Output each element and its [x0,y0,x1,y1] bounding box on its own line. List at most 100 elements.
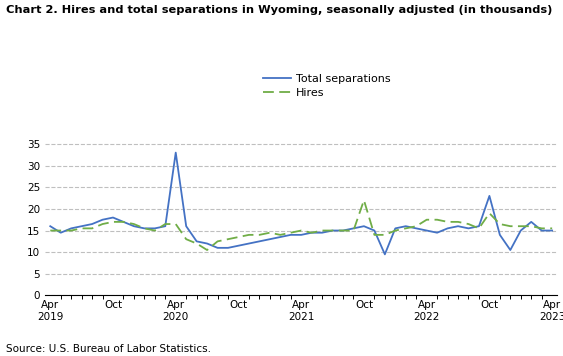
Hires [141,226,148,230]
Hires [131,222,137,226]
Hires [392,229,399,233]
Total separations [423,229,430,233]
Total separations [309,231,315,235]
Total separations [434,231,440,235]
Hires [110,220,117,224]
Hires [162,222,169,226]
Hires [507,224,513,228]
Hires [549,226,556,230]
Hires [517,224,524,228]
Total separations [172,151,179,155]
Line: Hires: Hires [50,200,552,250]
Total separations [214,246,221,250]
Total separations [413,226,419,230]
Hires [245,233,252,237]
Total separations [339,229,346,233]
Total separations [497,233,503,237]
Hires [528,224,535,228]
Total separations [183,224,190,228]
Total separations [507,248,513,252]
Total separations [444,226,451,230]
Text: Source: U.S. Bureau of Labor Statistics.: Source: U.S. Bureau of Labor Statistics. [6,344,211,354]
Hires [298,229,305,233]
Hires [89,226,96,230]
Total separations [204,241,211,246]
Total separations [549,229,556,233]
Total separations [47,224,53,228]
Total separations [89,222,96,226]
Total separations [266,237,273,241]
Total separations [193,239,200,244]
Text: Chart 2. Hires and total separations in Wyoming, seasonally adjusted (in thousan: Chart 2. Hires and total separations in … [6,5,552,15]
Hires [57,229,64,233]
Hires [329,229,336,233]
Hires [486,211,493,215]
Total separations [517,229,524,233]
Hires [319,229,325,233]
Hires [225,237,231,241]
Total separations [319,231,325,235]
Hires [339,229,346,233]
Hires [434,218,440,222]
Hires [256,233,263,237]
Hires [465,222,472,226]
Hires [444,220,451,224]
Total separations [486,194,493,198]
Total separations [476,224,482,228]
Hires [371,233,378,237]
Hires [497,222,503,226]
Total separations [131,224,137,228]
Total separations [455,224,462,228]
Total separations [360,224,367,228]
Hires [403,226,409,230]
Total separations [120,220,127,224]
Legend: Total separations, Hires: Total separations, Hires [263,74,391,98]
Hires [204,248,211,252]
Total separations [465,226,472,230]
Hires [360,198,367,202]
Line: Total separations: Total separations [50,153,552,254]
Hires [47,229,53,233]
Hires [382,233,388,237]
Hires [214,239,221,244]
Hires [68,229,74,233]
Hires [266,231,273,235]
Total separations [403,224,409,228]
Hires [235,235,242,239]
Total separations [57,231,64,235]
Total separations [298,233,305,237]
Hires [193,241,200,246]
Hires [423,218,430,222]
Total separations [110,215,117,220]
Total separations [528,220,535,224]
Hires [277,233,284,237]
Total separations [141,226,148,230]
Hires [287,231,294,235]
Hires [99,222,106,226]
Total separations [329,229,336,233]
Total separations [350,226,357,230]
Total separations [225,246,231,250]
Total separations [245,241,252,246]
Total separations [287,233,294,237]
Hires [151,229,158,233]
Total separations [277,235,284,239]
Hires [183,237,190,241]
Hires [350,229,357,233]
Hires [455,220,462,224]
Hires [538,226,545,230]
Hires [309,231,315,235]
Total separations [151,226,158,230]
Hires [413,224,419,228]
Total separations [382,252,388,256]
Total separations [99,218,106,222]
Total separations [392,226,399,230]
Total separations [371,229,378,233]
Hires [120,220,127,224]
Hires [476,226,482,230]
Total separations [68,226,74,230]
Total separations [538,229,545,233]
Hires [78,226,85,230]
Hires [172,222,179,226]
Total separations [256,239,263,244]
